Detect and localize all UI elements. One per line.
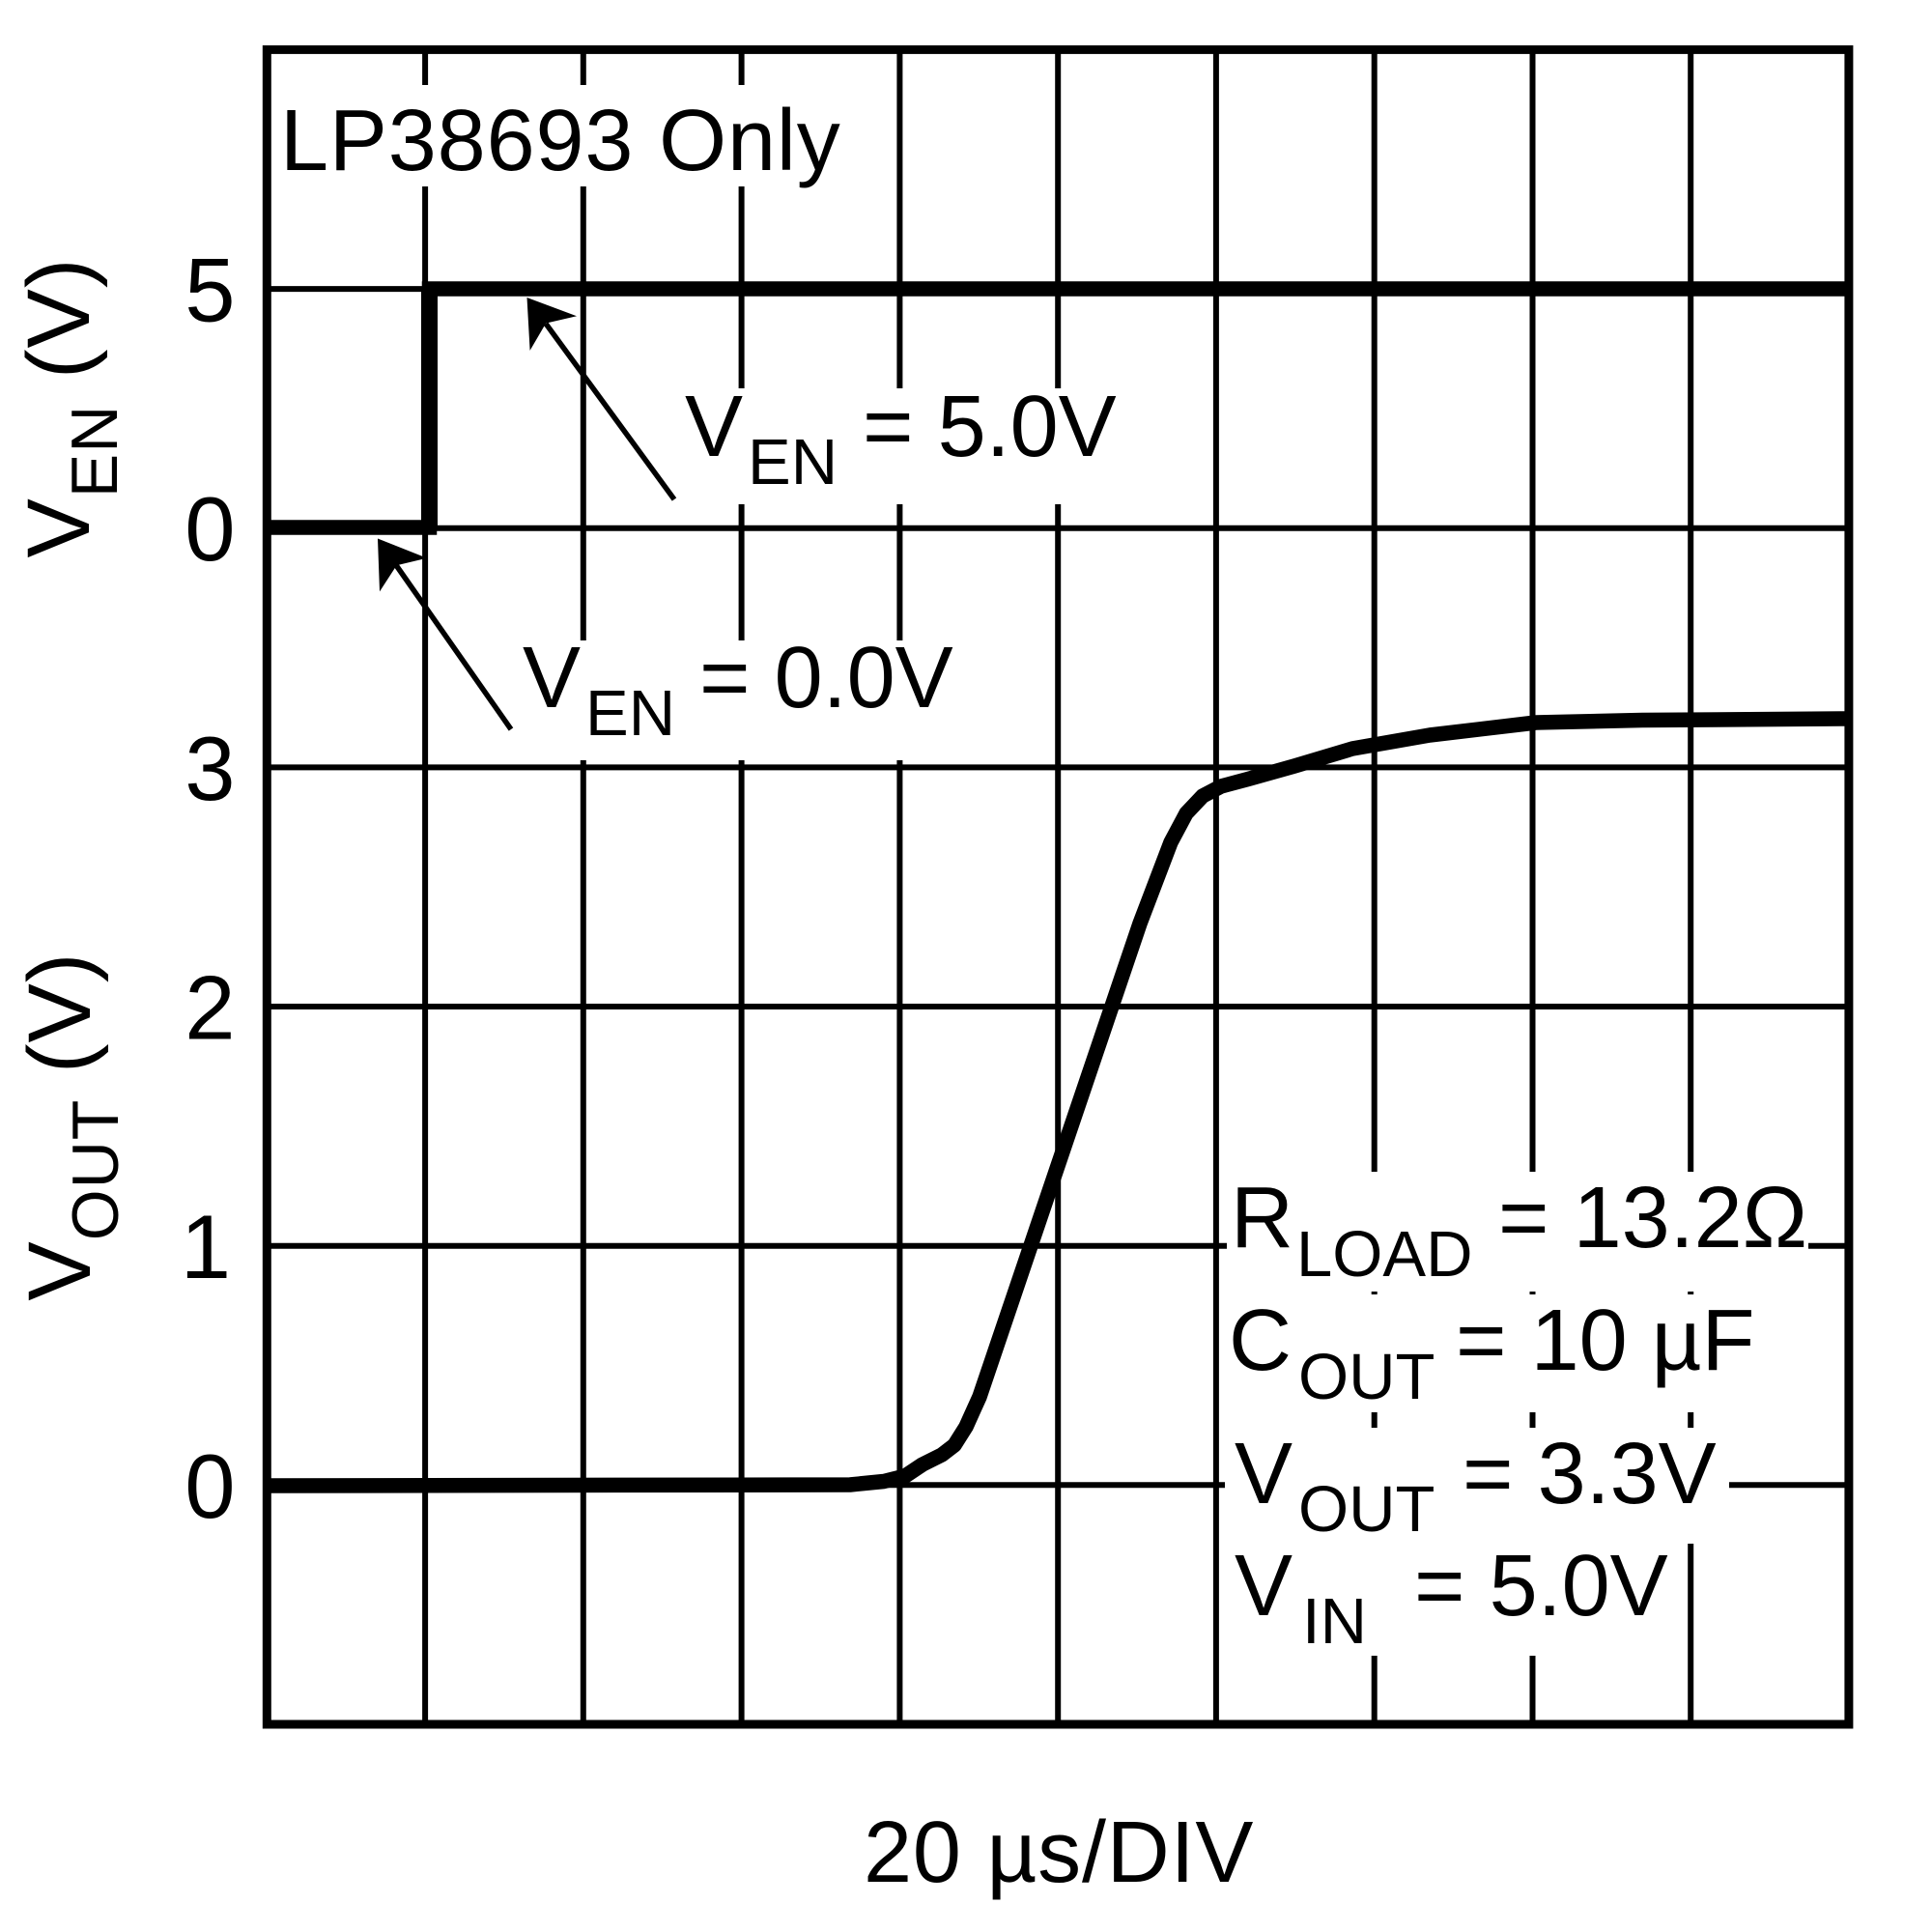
- svg-text:= 5.0V: = 5.0V: [1414, 1538, 1668, 1634]
- svg-text:EN: EN: [585, 677, 675, 750]
- svg-text:= 0.0V: = 0.0V: [699, 630, 953, 726]
- svg-text:V: V: [523, 630, 581, 726]
- svg-text:EN: EN: [748, 426, 838, 498]
- svg-text:= 10 µF: = 10 µF: [1456, 1293, 1755, 1389]
- svg-text:OUT: OUT: [1298, 1473, 1435, 1546]
- svg-text:0: 0: [185, 1435, 235, 1537]
- svg-text:V: V: [1235, 1426, 1293, 1522]
- svg-text:= 3.3V: = 3.3V: [1463, 1426, 1717, 1522]
- svg-text:LP38693 Only: LP38693 Only: [280, 93, 841, 189]
- svg-text:V: V: [1235, 1538, 1293, 1634]
- svg-text:2: 2: [185, 957, 235, 1059]
- svg-text:IN: IN: [1302, 1585, 1367, 1658]
- svg-text:5: 5: [185, 240, 235, 341]
- svg-text:1: 1: [181, 1196, 231, 1297]
- svg-text:OUT: OUT: [1298, 1341, 1435, 1413]
- svg-text:20 µs/DIV: 20 µs/DIV: [864, 1804, 1254, 1901]
- svg-text:LOAD: LOAD: [1296, 1218, 1472, 1291]
- svg-text:3: 3: [185, 718, 235, 819]
- svg-text:V: V: [685, 379, 743, 475]
- svg-text:R: R: [1231, 1170, 1293, 1266]
- svg-text:= 5.0V: = 5.0V: [863, 379, 1117, 475]
- svg-text:0: 0: [185, 478, 235, 580]
- svg-text:C: C: [1229, 1293, 1292, 1389]
- svg-text:= 13.2Ω: = 13.2Ω: [1498, 1170, 1807, 1266]
